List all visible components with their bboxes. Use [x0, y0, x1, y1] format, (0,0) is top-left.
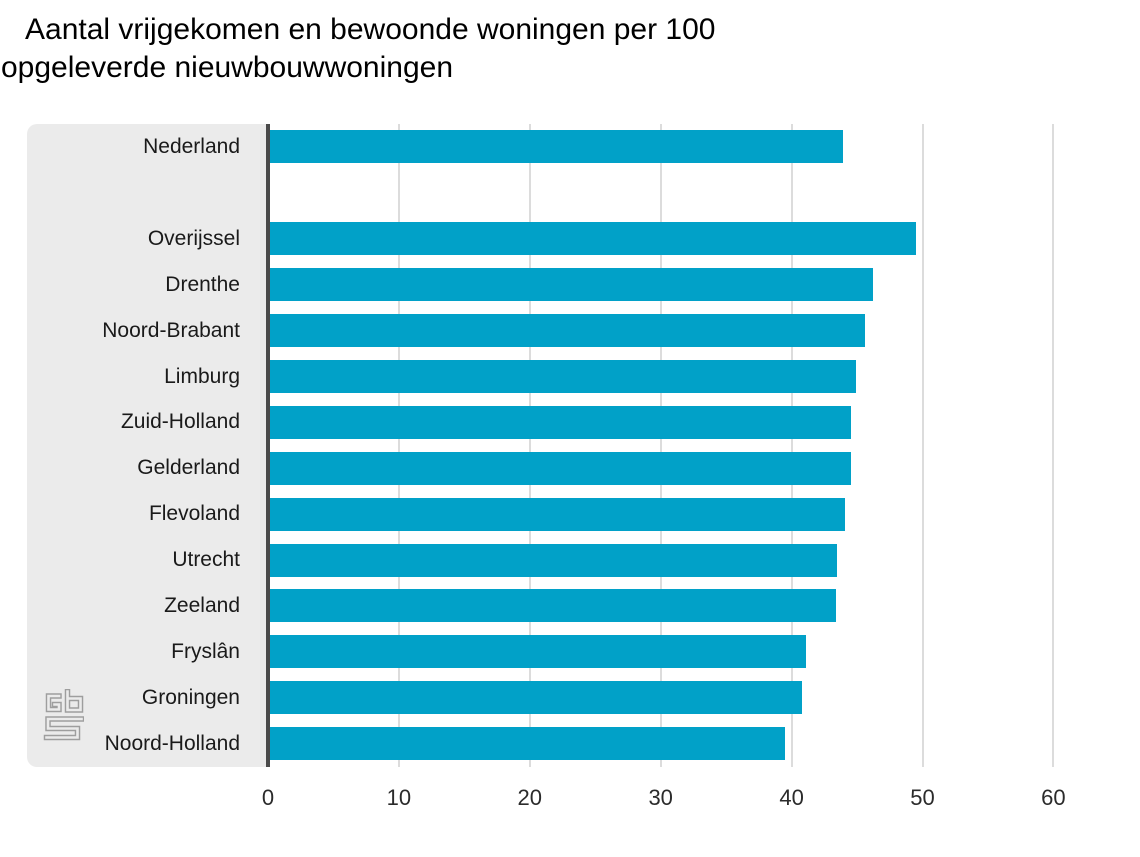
- bar-gelderland: [270, 451, 851, 485]
- gridline-x-20: [528, 124, 531, 767]
- cbs-logo-icon: [43, 689, 84, 741]
- gridline-x-60: [1052, 124, 1055, 767]
- x-tick-label-50: 50: [910, 785, 935, 810]
- category-label-frysl-n: Fryslân: [171, 639, 240, 663]
- bar-limburg: [270, 359, 856, 393]
- category-label-utrecht: Utrecht: [172, 548, 240, 572]
- x-tick-label-0: 0: [261, 785, 275, 810]
- category-label-overijssel: Overijssel: [147, 226, 240, 250]
- category-label-flevoland: Flevoland: [148, 502, 240, 526]
- gridline-x-30: [659, 124, 662, 767]
- category-panel: [27, 124, 266, 767]
- bar-groningen: [270, 681, 803, 715]
- bar-utrecht: [270, 543, 838, 577]
- x-tick-label-60: 60: [1041, 785, 1066, 810]
- bar-zuid-holland: [270, 405, 851, 439]
- x-tick-label-20: 20: [517, 785, 543, 810]
- x-tick-label-10: 10: [386, 785, 412, 810]
- y-axis-line: [266, 124, 270, 767]
- category-label-noord-holland: Noord-Holland: [104, 731, 240, 755]
- bar-overijssel: [270, 222, 916, 256]
- category-label-noord-brabant: Noord-Brabant: [102, 318, 240, 342]
- gridline-x-50: [921, 124, 924, 767]
- bar-noord-brabant: [270, 314, 865, 348]
- bar-noord-holland: [270, 727, 786, 761]
- bar-zeeland: [270, 589, 837, 623]
- category-label-groningen: Groningen: [141, 685, 240, 709]
- gridline-x-10: [397, 124, 400, 767]
- bar-nederland: [270, 130, 843, 164]
- gridline-x-40: [790, 124, 793, 767]
- bar-frysl-n: [270, 635, 806, 669]
- category-label-nederland: Nederland: [143, 135, 240, 158]
- bar-drenthe: [270, 268, 873, 302]
- chart-title-line-1: Aantal vrijgekomen en bewoonde woningen …: [25, 13, 716, 46]
- bar-flevoland: [270, 497, 846, 531]
- category-label-zeeland: Zeeland: [164, 594, 240, 617]
- x-tick-label-30: 30: [648, 785, 673, 810]
- x-tick-label-40: 40: [779, 785, 804, 810]
- category-label-zuid-holland: Zuid-Holland: [120, 410, 240, 434]
- category-label-gelderland: Gelderland: [137, 456, 240, 480]
- chart-title-line-2: opgeleverde nieuwbouwwoningen: [1, 51, 454, 84]
- category-label-drenthe: Drenthe: [165, 272, 240, 296]
- category-label-limburg: Limburg: [164, 364, 240, 388]
